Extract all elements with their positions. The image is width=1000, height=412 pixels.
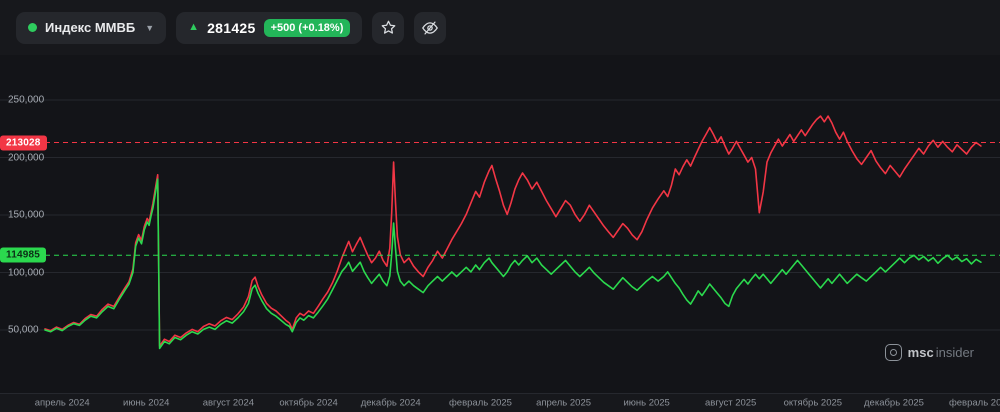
- series-line-red: [44, 115, 982, 347]
- y-axis-label: 150,000: [8, 209, 45, 221]
- mscinsider-logo-icon: [884, 344, 902, 361]
- quote-value: 281425: [207, 19, 256, 36]
- y-axis-label: 100,000: [8, 267, 45, 278]
- y-axis-label: 200,000: [8, 152, 45, 163]
- favorite-button[interactable]: [372, 11, 405, 44]
- toolbar: Индекс ММВБ ▼ ▲ 281425 +500 (+0.18%): [0, 0, 1000, 55]
- instrument-status-dot-icon: [28, 23, 37, 32]
- x-axis-bar[interactable]: апрель 2024 июнь 2024 август 2024 октябрь 2…: [0, 393, 1000, 412]
- instrument-name: Индекс ММВБ: [45, 20, 136, 35]
- series-line-green: [44, 178, 982, 350]
- chart-canvas[interactable]: [0, 55, 1000, 393]
- x-axis-label: апрель 2025: [536, 397, 592, 409]
- x-axis-label: август 2025: [705, 397, 757, 409]
- trend-up-icon: ▲: [188, 21, 200, 33]
- price-chart[interactable]: msc insider 250,000 200,000 150,000 100,000…: [0, 55, 1000, 393]
- x-axis-label: декабрь 2025: [864, 397, 924, 409]
- y-axis-label: 250,000: [8, 94, 45, 106]
- x-axis-label: июнь 2025: [623, 397, 670, 409]
- hide-button[interactable]: [414, 11, 447, 44]
- quote-pill[interactable]: ▲ 281425 +500 (+0.18%): [176, 11, 363, 44]
- x-axis-label: август 2024: [202, 397, 255, 409]
- price-label-lower: 114985: [0, 247, 47, 263]
- x-axis-label: апрель 2024: [34, 397, 90, 409]
- chevron-down-icon: ▼: [145, 22, 155, 33]
- watermark-bold-text: msc: [907, 345, 934, 360]
- y-axis-label: 50,000: [8, 324, 39, 336]
- star-icon: [381, 20, 396, 34]
- eye-off-icon: [422, 21, 439, 34]
- watermark: msc insider: [884, 344, 974, 361]
- x-axis-label: февраль 2025: [448, 397, 512, 409]
- x-axis-label: февраль 20: [948, 397, 1000, 409]
- x-axis-label: октябрь 2025: [783, 397, 843, 409]
- watermark-light-text: insider: [935, 345, 974, 360]
- change-badge: +500 (+0.18%): [263, 18, 351, 37]
- x-axis-label: июнь 2024: [123, 397, 170, 409]
- price-label-upper: 213028: [0, 135, 47, 151]
- x-axis-label: декабрь 2024: [360, 397, 421, 409]
- instrument-selector[interactable]: Индекс ММВБ ▼: [16, 11, 167, 44]
- x-axis-label: октябрь 2024: [279, 397, 338, 409]
